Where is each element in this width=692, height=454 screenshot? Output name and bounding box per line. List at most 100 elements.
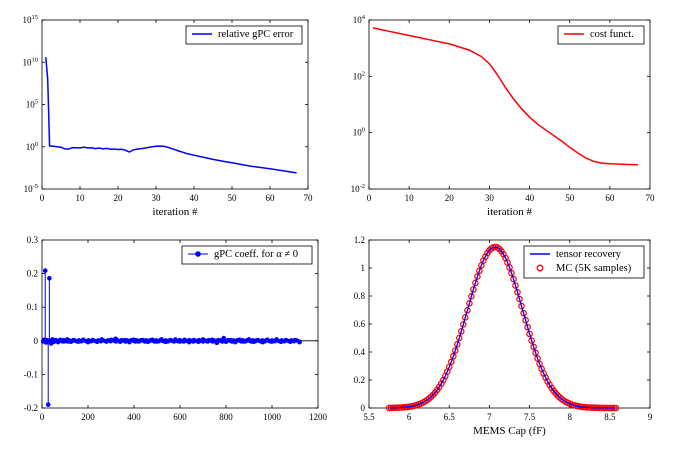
- plot-frame: [368, 19, 651, 190]
- x-tick-label: 6: [407, 412, 412, 422]
- x-tick-label: 800: [219, 412, 233, 422]
- y-tick-label: 0.1: [27, 302, 38, 312]
- x-tick-label: 7.5: [524, 412, 536, 422]
- x-tick-label: 40: [525, 193, 535, 203]
- x-axis-label: MEMS Cap (fF): [473, 425, 546, 437]
- x-tick-label: 0: [40, 412, 45, 422]
- stem-marker: [42, 268, 48, 273]
- x-tick-label: 6.5: [444, 412, 456, 422]
- legend-label: cost funct.: [590, 29, 634, 40]
- mc-marker: [544, 378, 551, 385]
- mc-marker: [530, 343, 537, 351]
- legend-marker: [536, 264, 544, 272]
- y-tick-label: 100: [353, 127, 365, 138]
- mc-marker: [476, 267, 483, 275]
- dense-marker-band: [49, 337, 302, 344]
- y-tick-label: 0: [361, 403, 366, 413]
- mc-marker: [554, 392, 562, 399]
- x-tick-label: 0: [367, 193, 372, 203]
- y-tick-label: 0.4: [354, 347, 366, 357]
- x-tick-label: 60: [266, 193, 276, 203]
- y-tick-label: 1015: [23, 14, 39, 25]
- chart-relative-gpc-error: 0 10 20 30 40 50 60 70 10-5 100 105 1010 1015 iterati…: [23, 14, 314, 218]
- mc-marker: [528, 337, 535, 344]
- x-tick-label: 1000: [263, 412, 282, 422]
- legend-label: gPC coeff. for α ≠ 0: [214, 249, 298, 260]
- mc-marker: [453, 340, 461, 348]
- y-tick-label: 102: [353, 70, 365, 81]
- mc-marker: [472, 279, 479, 287]
- y-tick-label: 0.2: [27, 269, 38, 279]
- x-axis-label: iteration #: [487, 206, 532, 218]
- y-tick-label: 0.8: [354, 291, 366, 301]
- y-tick-label: 100: [26, 141, 38, 152]
- y-tick-label: 1: [361, 263, 366, 273]
- x-tick-label: 70: [646, 193, 656, 203]
- x-tick-label: 8: [567, 412, 572, 422]
- series-line-cost-funct: [372, 27, 639, 166]
- x-tick-label: 30: [152, 193, 162, 203]
- series-line-tensor-recovery: [389, 246, 616, 409]
- y-tick-label: -0.2: [24, 403, 38, 413]
- mc-marker: [512, 282, 519, 289]
- mc-marker: [524, 323, 531, 331]
- chart-gpc-coefficients: 0 200 400 600 800 1000 1200 -0.2 -0.1 0 0.1 0.2 0.3 g…: [24, 235, 328, 422]
- mc-marker: [461, 314, 469, 321]
- stem-marker: [297, 339, 302, 344]
- plot-frame: [41, 19, 309, 190]
- x-tick-label: 50: [565, 193, 575, 203]
- x-tick-label: 50: [228, 193, 238, 203]
- x-tick-label: 200: [81, 412, 95, 422]
- mc-marker: [427, 393, 435, 401]
- x-tick-label: 5.5: [363, 412, 375, 422]
- y-tick-label: 10-2: [351, 183, 365, 194]
- x-tick-label: 30: [485, 193, 495, 203]
- x-tick-label: 20: [445, 193, 455, 203]
- y-tick-label: 105: [26, 99, 38, 110]
- stem-marker: [45, 402, 51, 407]
- x-tick-label: 400: [127, 412, 141, 422]
- mc-marker: [451, 347, 459, 354]
- y-tick-label: 10-5: [24, 183, 38, 194]
- mc-marker: [466, 299, 473, 307]
- mc-marker: [510, 275, 517, 283]
- mc-marker: [518, 302, 525, 310]
- legend-marker: [195, 251, 201, 257]
- mc-marker: [508, 269, 515, 277]
- legend-box: [557, 25, 645, 45]
- legend-label: MC (5K samples): [556, 263, 632, 274]
- mc-marker: [470, 286, 477, 293]
- y-tick-label: 0.6: [354, 319, 366, 329]
- mc-marker: [457, 327, 465, 335]
- mc-marker: [526, 330, 533, 338]
- stem-marker: [47, 276, 52, 281]
- mc-marker: [534, 355, 541, 362]
- mc-marker: [474, 273, 481, 280]
- mc-marker: [455, 334, 463, 342]
- series-line-relative-gpc-error: [45, 57, 297, 174]
- y-tick-label: 1010: [23, 56, 39, 67]
- y-tick-label: -0.1: [24, 369, 38, 379]
- mc-marker: [464, 306, 471, 314]
- mc-marker: [449, 352, 457, 360]
- x-tick-label: 10: [405, 193, 415, 203]
- x-tick-label: 9: [648, 412, 653, 422]
- x-tick-label: 600: [173, 412, 187, 422]
- mc-marker: [516, 295, 523, 303]
- y-tick-label: 0.3: [27, 235, 39, 245]
- chart-mems-capacitance-pdf: 5.5 6 6.5 7 7.5 8 8.5 9 0 0.2 0.4 0.6 0.8 1 1.2 MEMS Ca…: [354, 235, 653, 437]
- x-axis-label: iteration #: [153, 206, 198, 218]
- x-tick-label: 7: [487, 412, 492, 422]
- mc-marker: [447, 358, 455, 366]
- x-tick-label: 1200: [309, 412, 328, 422]
- y-tick-label: 0: [34, 336, 39, 346]
- chart-cost-function: 0 10 20 30 40 50 60 70 10-2 100 102 104 iteration # c…: [351, 14, 655, 218]
- mc-marker: [506, 264, 513, 271]
- mc-marker: [482, 253, 489, 260]
- x-tick-label: 0: [40, 193, 45, 203]
- plot-frame: [41, 239, 319, 409]
- x-tick-label: 70: [304, 193, 314, 203]
- mc-marker: [520, 309, 527, 317]
- mc-marker: [522, 316, 529, 324]
- x-tick-label: 20: [114, 193, 124, 203]
